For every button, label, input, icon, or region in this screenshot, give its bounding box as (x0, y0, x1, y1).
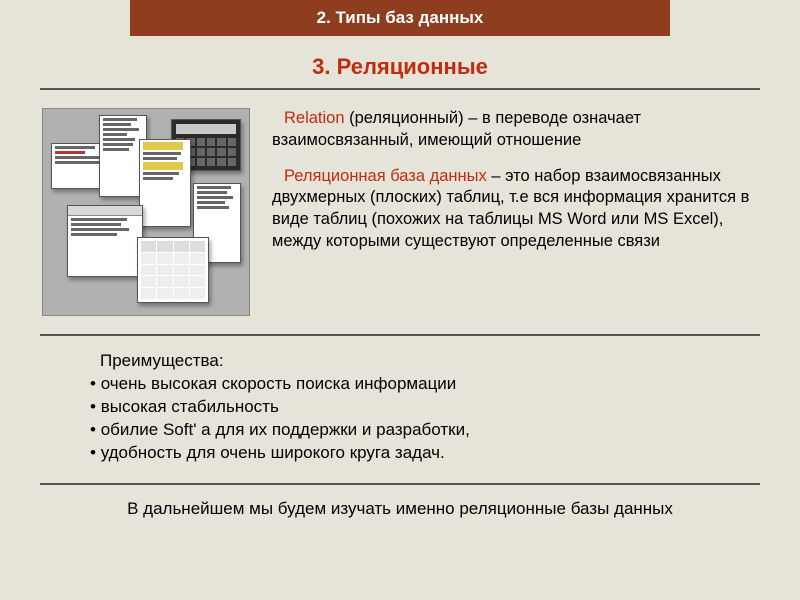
title-block: 3. Реляционные (0, 54, 800, 80)
keyword-relational-db: Реляционная база данных (284, 167, 487, 185)
definition-para2: Реляционная база данных – это набор взаи… (272, 166, 758, 253)
documents-illustration (42, 108, 250, 316)
keyword-relation: Relation (284, 109, 345, 127)
advantages-list: очень высокая скорость поиска информации… (90, 373, 730, 465)
divider-mid2 (40, 483, 760, 485)
advantage-item: очень высокая скорость поиска информации (90, 373, 730, 396)
header-band: 2. Типы баз данных (130, 0, 670, 36)
header-title: 2. Типы баз данных (317, 8, 484, 28)
advantages-block: Преимущества: очень высокая скорость пои… (70, 342, 730, 475)
definition-text: Relation (реляционный) – в переводе озна… (272, 108, 758, 316)
advantage-item: обилие Soft' а для их поддержки и разраб… (90, 419, 730, 442)
main-title: 3. Реляционные (0, 54, 800, 80)
definition-para1: Relation (реляционный) – в переводе озна… (272, 108, 758, 152)
advantage-item: удобность для очень широкого круга задач… (90, 442, 730, 465)
divider-mid1 (40, 334, 760, 336)
definition-section: Relation (реляционный) – в переводе озна… (0, 90, 800, 326)
advantages-heading: Преимущества: (90, 350, 730, 373)
footer-text: В дальнейшем мы будем изучать именно рел… (0, 499, 800, 519)
advantage-item: высокая стабильность (90, 396, 730, 419)
